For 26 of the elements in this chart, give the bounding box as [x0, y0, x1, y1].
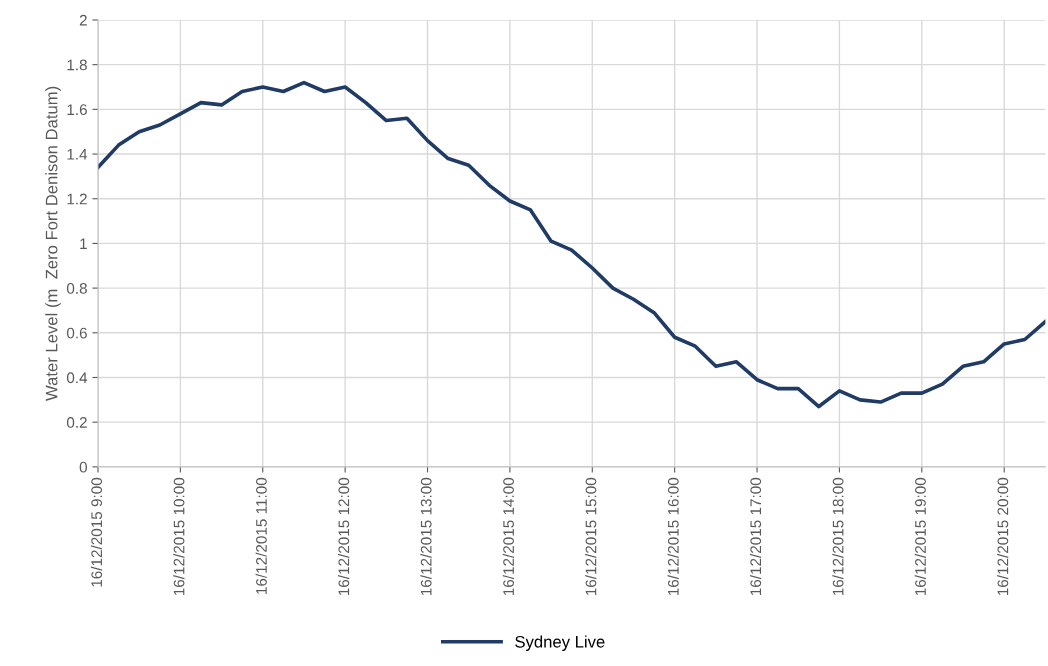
y-tick-label: 1.6 — [67, 104, 87, 116]
legend-label: Sydney Live — [515, 635, 605, 651]
x-tick-label: 16/12/2015 9:00 — [90, 477, 103, 587]
x-tick-label: 16/12/2015 16:00 — [667, 477, 679, 596]
x-tick-label: 16/12/2015 17:00 — [749, 477, 762, 596]
x-tick-label: 16/12/2015 20:00 — [997, 477, 1009, 596]
x-tick-label: 16/12/2015 15:00 — [585, 477, 597, 596]
y-tick-label: 2 — [79, 14, 87, 26]
line-series — [97, 80, 1046, 409]
y-tick-label: 1.4 — [67, 149, 88, 160]
x-tick-label: 16/12/2015 13:00 — [420, 477, 432, 596]
x-tick-label: 16/12/2015 14:00 — [502, 477, 514, 596]
y-tick-label: 1 — [80, 238, 87, 249]
x-tick-label: 16/12/2015 19:00 — [914, 477, 926, 596]
y-tick-label: 0 — [79, 461, 87, 473]
y-tick-label: 1.8 — [67, 59, 87, 71]
x-tick-label: 16/12/2015 10:00 — [173, 477, 185, 596]
y-tick-label: 1.2 — [67, 193, 87, 205]
y-tick-label: 0.6 — [66, 327, 87, 339]
x-tick-label: 16/12/2015 18:00 — [832, 477, 844, 596]
x-tick-label: 16/12/2015 12:00 — [338, 477, 350, 596]
y-axis-title: Water Level (m Zero Fort Denison Datum) — [45, 86, 61, 401]
y-tick-label: 0.8 — [66, 282, 87, 294]
x-tick-label: 16/12/2015 11:00 — [255, 477, 267, 594]
y-tick-label: 0.2 — [66, 417, 87, 428]
y-tick-label: 0.4 — [66, 372, 88, 384]
